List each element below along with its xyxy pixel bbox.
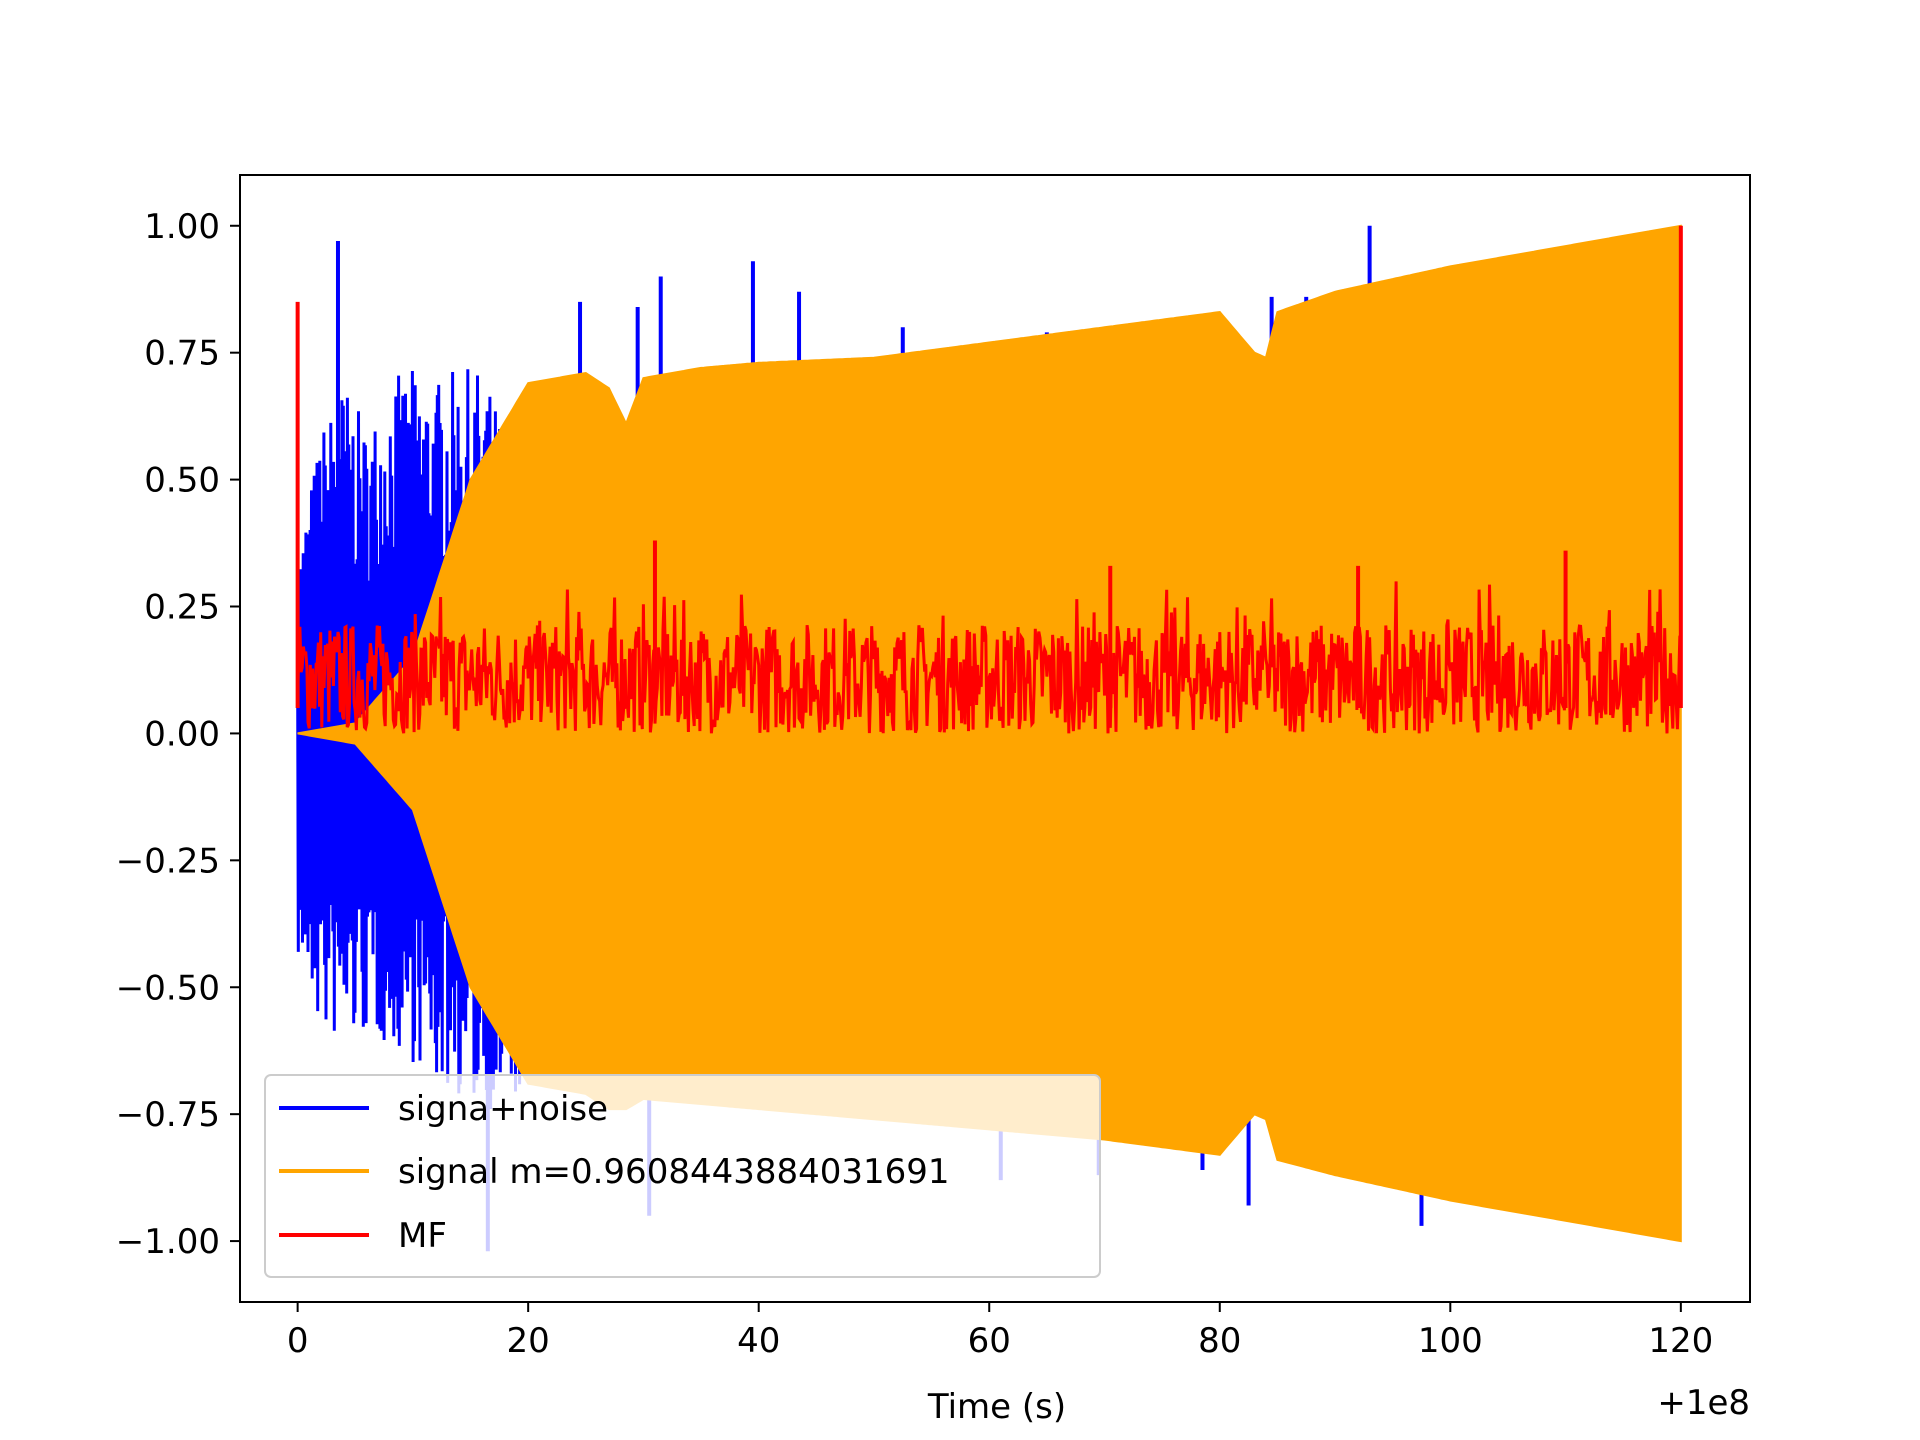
x-tick-label-6: 120 — [1648, 1321, 1713, 1361]
series-mf-line — [296, 581, 1683, 734]
x-tick-label-0: 0 — [287, 1321, 309, 1361]
y-tick-label-7: −0.75 — [116, 1095, 220, 1135]
y-tick-label-4: 0.00 — [144, 714, 220, 754]
legend-label-signal: signal m=0.9608443884031691 — [398, 1152, 950, 1192]
y-tick-label-2: 0.50 — [144, 461, 220, 501]
x-axis-label: Time (s) — [927, 1387, 1066, 1427]
y-tick-label-6: −0.50 — [116, 968, 220, 1008]
legend-label-signal-noise: signa+noise — [398, 1089, 608, 1129]
plot-area — [295, 224, 1683, 1252]
axes: 0 20 40 60 80 100 120 1.00 0.75 0.50 0.25 0.00 −0.25… — [116, 207, 1713, 1361]
x-tick-label-3: 60 — [968, 1321, 1011, 1361]
legend-box — [264, 1074, 1101, 1278]
x-tick-label-5: 100 — [1418, 1321, 1483, 1361]
x-offset-label: +1e8 — [1657, 1383, 1750, 1423]
legend: signa+noise signal m=0.9608443884031691 … — [264, 1074, 1101, 1278]
y-tick-label-1: 0.75 — [144, 334, 220, 374]
x-tick-label-4: 80 — [1198, 1321, 1241, 1361]
x-tick-label-2: 40 — [737, 1321, 780, 1361]
y-tick-label-8: −1.00 — [116, 1222, 220, 1262]
axes-frame — [239, 174, 1751, 1303]
y-tick-label-3: 0.25 — [144, 588, 220, 628]
y-tick-label-5: −0.25 — [116, 841, 220, 881]
x-tick-label-1: 20 — [507, 1321, 550, 1361]
legend-label-mf: MF — [398, 1216, 447, 1256]
y-tick-label-0: 1.00 — [144, 207, 220, 247]
